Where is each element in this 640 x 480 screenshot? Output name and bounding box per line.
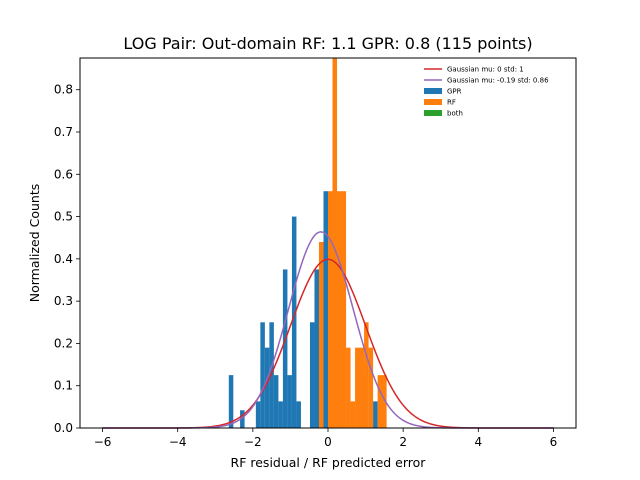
y-tick-label: 0.8 <box>54 83 73 97</box>
x-tick-label: −4 <box>169 435 187 449</box>
y-tick-label: 0.3 <box>54 294 73 308</box>
y-axis-label: Normalized Counts <box>27 184 42 303</box>
x-tick-label: 6 <box>550 435 558 449</box>
x-ticks: −6 −4 −2 0 2 4 6 <box>94 428 558 449</box>
x-tick-label: −2 <box>244 435 262 449</box>
legend: Gaussian mu: 0 std: 1 Gaussian mu: -0.19 … <box>424 66 549 118</box>
bar-rf-1 <box>328 191 333 428</box>
bar-rf-4 <box>346 347 351 428</box>
bar-gpr-10 <box>291 216 297 428</box>
chart-title: LOG Pair: Out-domain RF: 1.1 GPR: 0.8 (1… <box>123 34 532 53</box>
legend-patch-swatch <box>424 110 442 116</box>
bar-gpr-5 <box>269 322 274 428</box>
legend-label: Gaussian mu: -0.19 std: 0.86 <box>447 77 549 85</box>
bar-rf-6 <box>355 347 365 428</box>
bar-gpr-0 <box>228 375 234 428</box>
bar-rf-2 <box>332 58 338 428</box>
bar-rf-0 <box>318 241 324 428</box>
bar-rf-8 <box>368 347 374 428</box>
bar-rf-7 <box>364 322 369 428</box>
bar-gpr-11 <box>296 401 301 428</box>
bar-gpr-7 <box>278 401 283 428</box>
y-ticks: 0.0 0.1 0.2 0.3 0.4 0.5 0.6 0.7 0.8 <box>54 83 80 435</box>
x-tick-label: 2 <box>399 435 407 449</box>
x-tick-label: −6 <box>94 435 112 449</box>
bar-gpr-3 <box>260 322 265 428</box>
bar-rf-9 <box>377 375 387 428</box>
legend-label: Gaussian mu: 0 std: 1 <box>447 66 524 74</box>
bar-gpr-9 <box>287 375 292 428</box>
bar-gpr-2 <box>255 401 261 428</box>
y-tick-label: 0.5 <box>54 210 73 224</box>
y-tick-label: 0.2 <box>54 336 73 350</box>
bar-gpr-4 <box>264 347 270 428</box>
bar-gpr-1 <box>240 410 245 428</box>
y-tick-label: 0.7 <box>54 125 73 139</box>
bar-gpr-21 <box>373 401 378 428</box>
bar-gpr-15 <box>323 191 328 428</box>
x-tick-label: 4 <box>474 435 482 449</box>
legend-patch-swatch <box>424 99 442 105</box>
legend-label: RF <box>447 99 456 107</box>
y-tick-label: 0.0 <box>54 421 73 435</box>
bar-rf-5 <box>350 401 356 428</box>
x-axis-label: RF residual / RF predicted error <box>231 455 427 470</box>
bar-rf-3 <box>337 191 347 428</box>
y-tick-label: 0.6 <box>54 167 73 181</box>
bar-gpr-12 <box>309 322 315 428</box>
legend-label: both <box>447 110 463 118</box>
bar-gpr-13 <box>314 269 319 428</box>
x-tick-label: 0 <box>324 435 332 449</box>
legend-label: GPR <box>447 88 462 96</box>
bar-gpr-6 <box>273 375 279 428</box>
legend-patch-swatch <box>424 88 442 94</box>
y-tick-label: 0.1 <box>54 379 73 393</box>
y-tick-label: 0.4 <box>54 252 73 266</box>
bars-layer <box>228 58 387 429</box>
bar-gpr-8 <box>282 269 288 428</box>
